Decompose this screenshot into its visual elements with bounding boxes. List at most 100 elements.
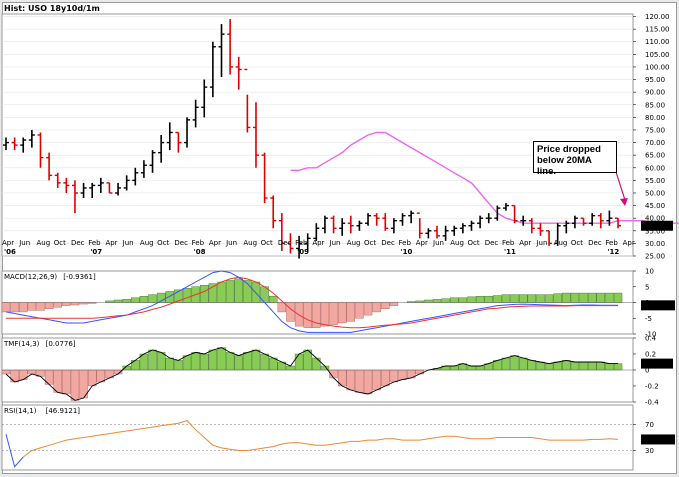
price-tick-label: 55.00 [645, 177, 665, 185]
ohlc-bar [244, 68, 251, 133]
ohlc-bar [235, 56, 242, 90]
price-tick-label: 60.00 [645, 164, 665, 172]
macd-histogram-bar [182, 288, 192, 303]
price-tick-label: 30.00 [645, 240, 665, 248]
price-tick-label: 105.00 [645, 51, 670, 59]
tmf-area-bar [381, 369, 390, 387]
tmf-tick-label: 0.4 [645, 335, 657, 343]
ohlc-bar [606, 210, 613, 226]
price-tick-label: 120.00 [645, 13, 670, 21]
tmf-tick-label: -0.2 [645, 383, 659, 391]
macd-histogram-bar [381, 302, 390, 310]
month-label: Oct [364, 239, 376, 247]
macd-histogram-bar [131, 297, 140, 303]
ohlc-bar [201, 79, 208, 118]
ohlc-bar [28, 129, 35, 148]
macd-histogram-bar [458, 297, 468, 303]
tmf-area-bar [536, 361, 545, 371]
annotation-line1: Price dropped [537, 144, 601, 155]
ohlc-bar [399, 213, 406, 226]
annotation-arrow-line [615, 171, 626, 201]
macd-histogram-bar [346, 302, 355, 322]
ohlc-bar [11, 137, 18, 151]
macd-line [5, 270, 618, 333]
macd-histogram-bar [53, 302, 62, 308]
macd-histogram-bar [553, 293, 562, 303]
macd-histogram-bar [234, 278, 243, 303]
tmf-area-bar [527, 360, 537, 371]
tmf-area-bar [372, 369, 381, 391]
month-label: Aug [140, 239, 154, 247]
ohlc-bar [502, 203, 509, 211]
macd-histogram-bar [269, 296, 278, 303]
price-last-value-box [641, 220, 673, 231]
macd-tick-label: 10 [645, 268, 654, 276]
macd-histogram-bar [519, 294, 528, 303]
tmf-tick-label: -0.4 [645, 399, 659, 407]
macd-histogram-bar [501, 294, 511, 303]
ohlc-bar [580, 217, 587, 226]
macd-histogram-bar [27, 302, 37, 311]
month-label: Feb [399, 239, 412, 247]
macd-histogram-bar [389, 302, 399, 306]
price-tick-label: 80.00 [645, 114, 665, 122]
tmf-area-bar [294, 353, 304, 371]
year-label: '07 [90, 248, 102, 256]
tmf-area-bar [156, 352, 166, 371]
month-label: Oct [571, 239, 583, 247]
tmf-area-bar [70, 369, 80, 401]
macd-histogram-bar [70, 302, 80, 306]
tmf-area-bar [510, 355, 519, 371]
month-label: Oct [157, 239, 169, 247]
tmf-area-bar [286, 365, 295, 371]
ohlc-bar [304, 233, 311, 251]
month-label: Feb [192, 239, 205, 247]
macd-histogram-bar [122, 299, 131, 303]
ohlc-bar [339, 218, 346, 236]
tmf-area-bar [148, 349, 157, 371]
ohlc-bar [563, 220, 570, 234]
tmf-title: TMF(14,3) [3, 340, 40, 348]
ohlc-bar [71, 180, 78, 214]
month-label: Jun [535, 239, 547, 247]
month-label: Feb [295, 239, 308, 247]
month-label: Apr [105, 239, 117, 247]
tmf-area-bar [579, 361, 588, 371]
tmf-area-bar [355, 369, 364, 393]
month-label: Aug [36, 239, 50, 247]
rsi-tick-label: 30 [645, 447, 654, 455]
month-label: Aug [554, 239, 568, 247]
ohlc-bar [106, 182, 113, 194]
annotation-arrow-head [620, 198, 628, 206]
macd-histogram-bar [10, 302, 19, 313]
month-label: Dec [485, 239, 499, 247]
macd-histogram-bar [467, 296, 476, 303]
ohlc-bar [46, 152, 53, 181]
ohlc-bar [382, 213, 389, 231]
price-tick-label: 90.00 [645, 89, 665, 97]
ohlc-bar [416, 212, 423, 239]
price-tick-label: 25.00 [645, 253, 665, 261]
macd-histogram-bar [148, 294, 157, 303]
ohlc-bar [615, 217, 622, 229]
tmf-area-bar [389, 369, 399, 383]
ohlc-bar [123, 175, 130, 191]
month-label: Dec [174, 239, 188, 247]
month-label: Jun [329, 239, 341, 247]
macd-tick-label: -5 [645, 315, 652, 323]
tmf-area-bar [562, 360, 571, 371]
ohlc-bar [158, 135, 165, 163]
month-label: Oct [467, 239, 479, 247]
ohlc-bar [589, 213, 596, 226]
price-tick-label: 110.00 [645, 38, 670, 46]
ohlc-bar [149, 150, 156, 173]
macd-histogram-bar [475, 296, 485, 303]
tmf-last-value: 0.0776 [643, 361, 668, 369]
ohlc-bar [537, 223, 544, 236]
macd-histogram-bar [613, 292, 623, 303]
rsi-tick-label: 70 [645, 421, 654, 429]
month-label: Dec [278, 239, 292, 247]
month-label: Apr [519, 239, 531, 247]
macd-histogram-bar [355, 302, 364, 319]
